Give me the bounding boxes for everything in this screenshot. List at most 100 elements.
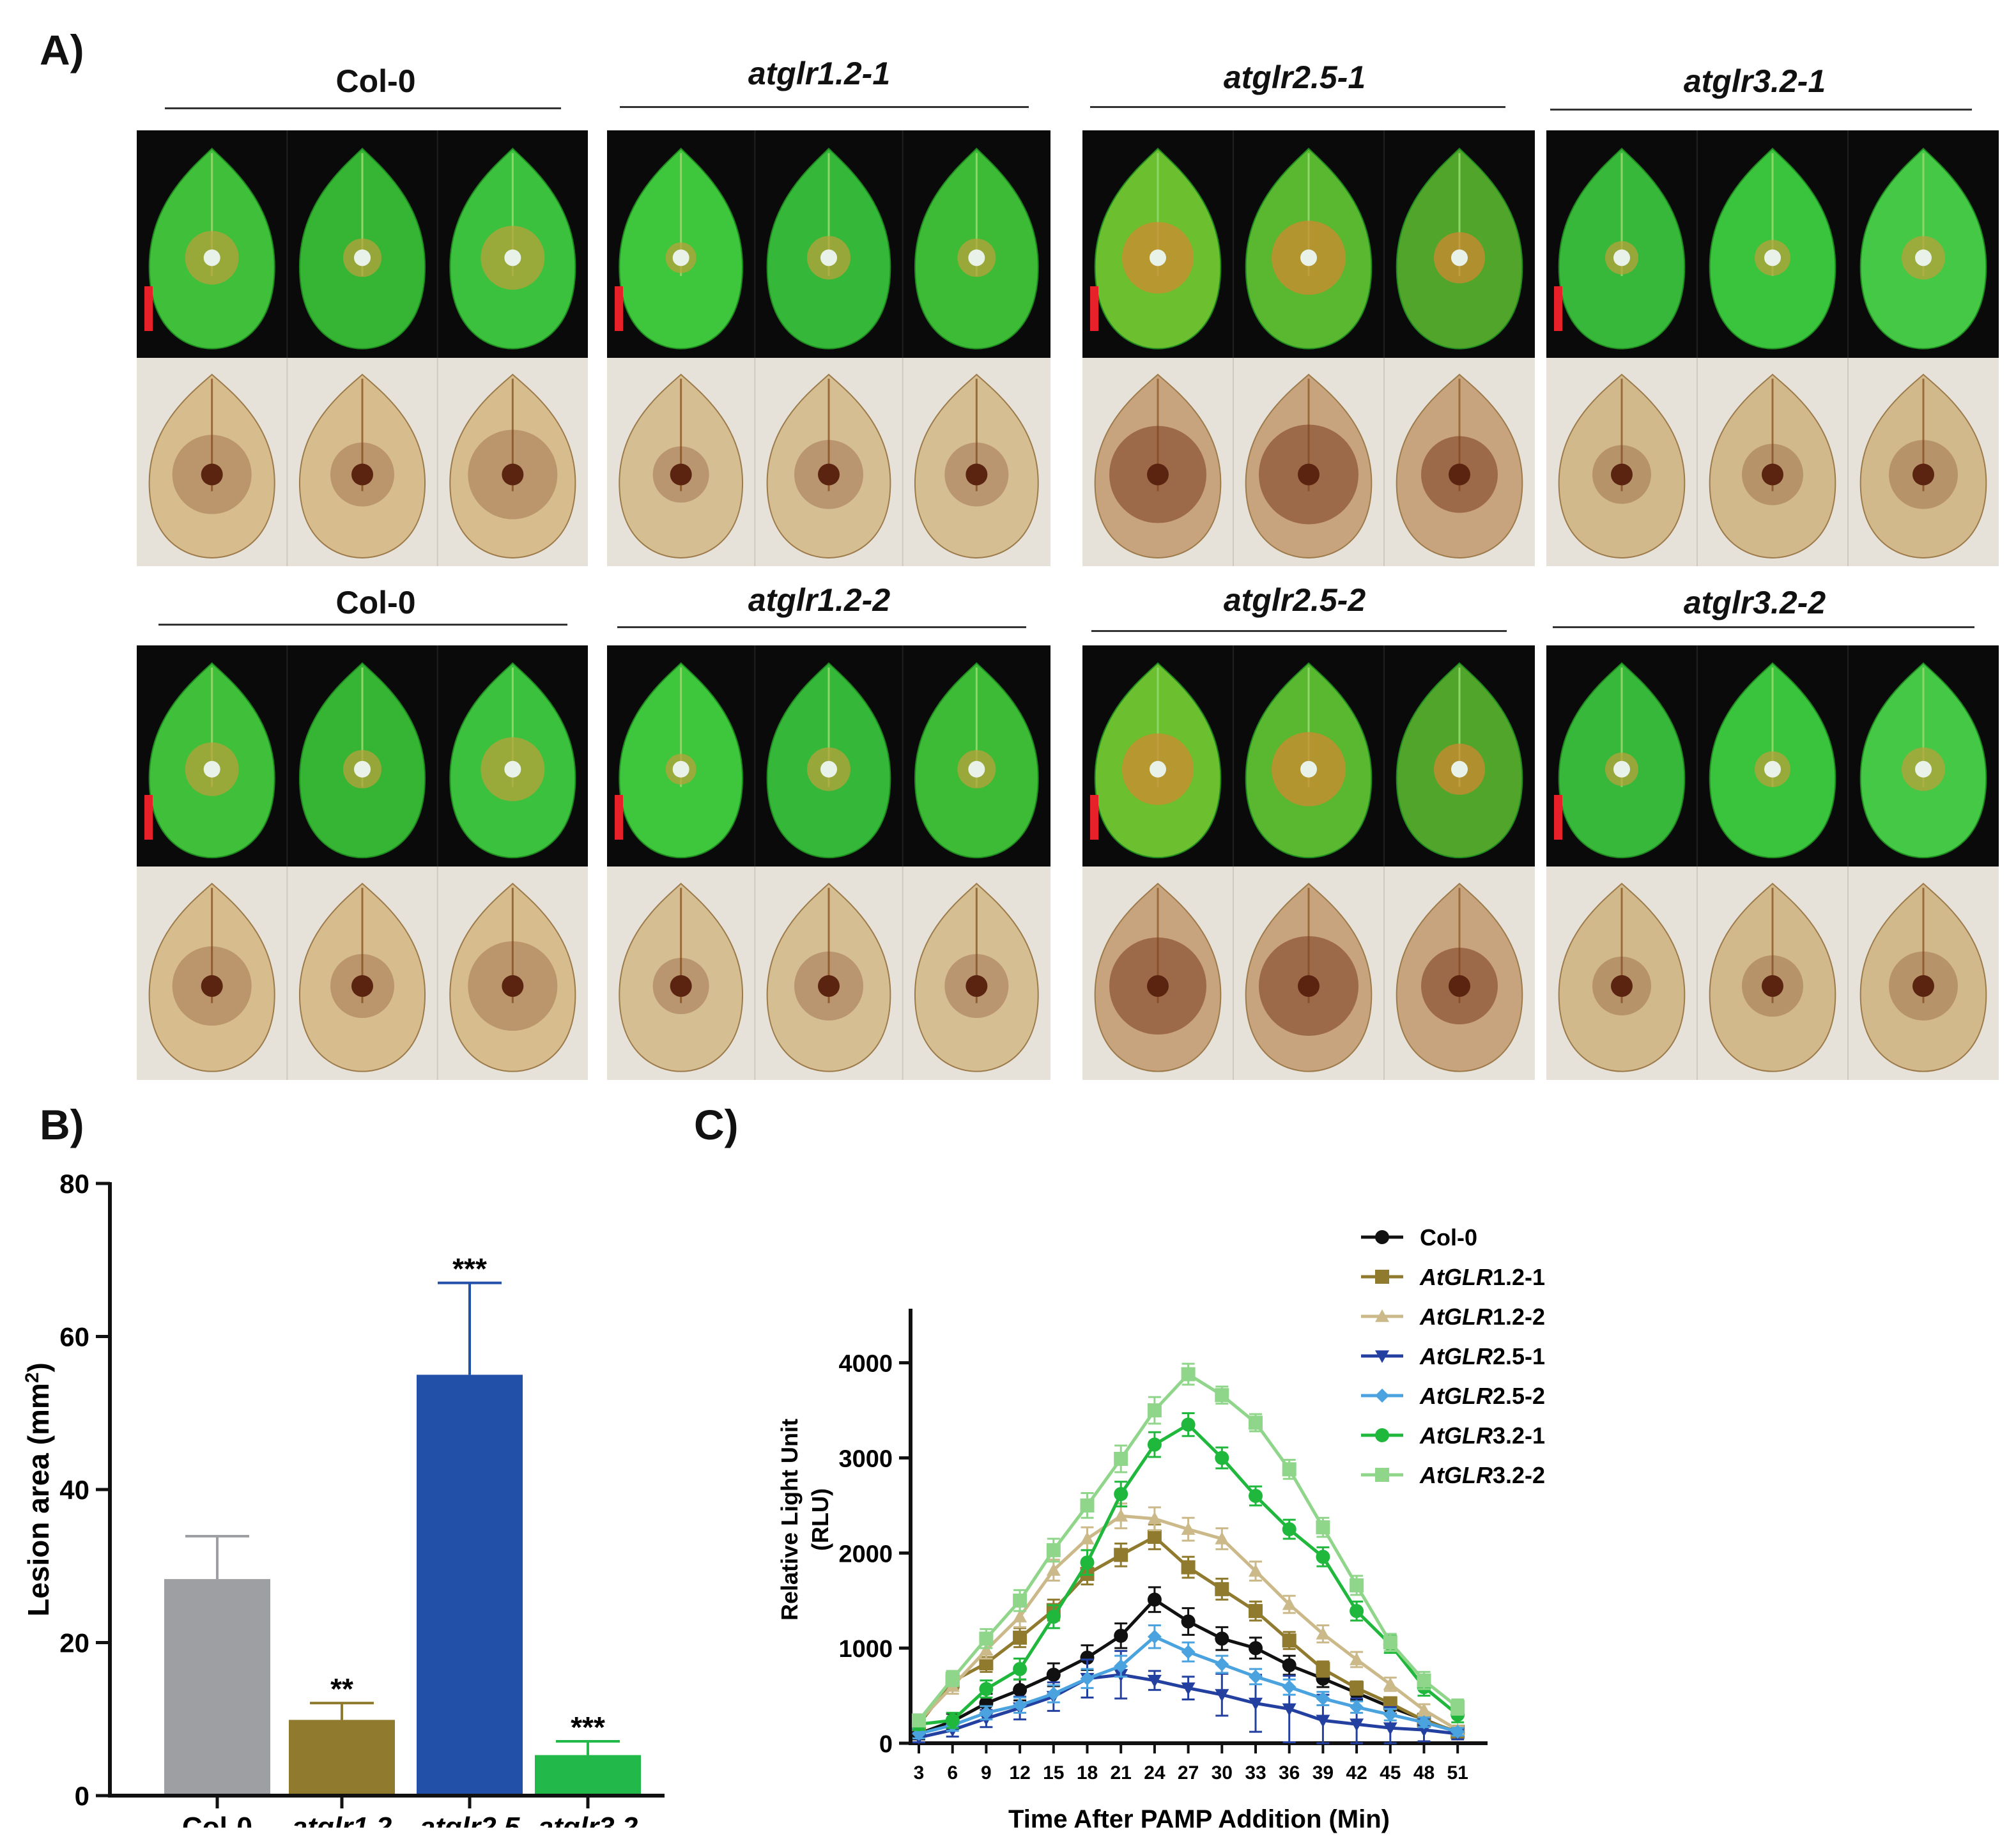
leaf-photo-uv [137,130,588,358]
data-point [1181,1522,1196,1535]
stain-center [670,975,692,998]
data-point [1375,1350,1389,1363]
data-point [1080,1498,1095,1513]
x-tick-label: 18 [1077,1762,1098,1783]
data-point [1350,1604,1364,1619]
x-tick-label: 9 [981,1762,992,1783]
inoculation-disc [1613,249,1630,266]
x-tick-label: 51 [1447,1762,1468,1783]
data-point [979,1643,994,1656]
data-point [1282,1522,1297,1537]
genotype-underline [620,106,1029,108]
stain-center [1912,975,1934,998]
inoculation-disc [1150,249,1166,266]
data-point [945,1713,960,1728]
stain-center [818,463,840,486]
data-point [1215,1689,1229,1702]
data-point [1350,1652,1364,1665]
x-tick-label: 36 [1279,1762,1300,1783]
x-tick-label: 48 [1413,1762,1435,1783]
y-tick-label: 0 [879,1731,893,1758]
data-point [1013,1610,1027,1622]
inoculation-disc [968,760,985,778]
data-point [1450,1700,1465,1714]
series-AtGLR2.5-2 [912,1624,1465,1741]
x-tick-label: 33 [1245,1762,1266,1783]
y-tick-label: 80 [59,1169,89,1199]
data-point [1181,1614,1196,1629]
leaf-photo-stained [1546,867,1999,1080]
data-point [1249,1641,1263,1656]
inoculation-disc [672,249,689,266]
bar [417,1375,523,1794]
inoculation-disc [1613,760,1630,778]
leaf-photo-canvas [1094,867,1523,1080]
data-point [1249,1415,1263,1430]
data-point [1114,1487,1128,1502]
leaf-photo-stained [1082,358,1535,566]
data-point [1147,1629,1162,1644]
data-point [1316,1661,1330,1676]
bar [535,1755,641,1794]
stain-center [1762,463,1783,486]
leaf-photo-uv [1546,645,1999,867]
y-tick-label: 0 [75,1781,89,1811]
legend-item: AtGLR2.5-2 [1361,1383,1545,1409]
legend-label: AtGLR2.5-1 [1419,1343,1545,1369]
x-tick-label: 21 [1111,1762,1132,1783]
data-point [1375,1309,1389,1322]
stain-center [201,463,223,486]
x-tick-label: 30 [1212,1762,1233,1783]
x-tick-label: 42 [1346,1762,1367,1783]
data-point [1114,1509,1128,1522]
data-point [1375,1468,1389,1482]
legend-item: AtGLR1.2-2 [1361,1304,1545,1330]
data-point [1417,1715,1431,1730]
stain-center [1298,463,1320,486]
data-point [1215,1532,1229,1544]
leaf-photo-canvas [1554,130,1987,358]
leaf-photo-uv [607,130,1050,358]
data-point [1181,1367,1196,1382]
data-point [1013,1630,1027,1645]
data-point [1375,1389,1389,1403]
panel-a-label: A) [40,26,84,73]
inoculation-disc [1300,760,1317,778]
significance-label: *** [571,1711,605,1744]
legend-label: AtGLR3.2-2 [1419,1462,1545,1488]
data-point [1350,1681,1364,1695]
data-point [1249,1604,1263,1619]
genotype-title: Col-0 [335,63,416,99]
stain-center [670,463,692,486]
legend-label: AtGLR2.5-2 [1419,1383,1545,1409]
data-point [1080,1671,1095,1686]
data-point [1046,1610,1061,1624]
leaf-photo-canvas [1558,867,1987,1080]
x-axis-title: Time After PAMP Addition (Min) [1008,1805,1390,1833]
inoculation-disc [504,249,521,266]
inoculation-disc [1150,760,1166,778]
inoculation-disc [1915,760,1932,778]
inoculation-disc [672,760,689,778]
genotype-underline [1550,109,1972,111]
data-point [1013,1593,1027,1608]
data-point [1282,1633,1297,1648]
data-point [1249,1669,1263,1684]
data-point [945,1671,960,1686]
stain-center [1298,975,1320,998]
data-point [1350,1718,1364,1732]
scale-bar [1554,795,1562,840]
inoculation-disc [1451,249,1468,266]
x-tick-label: Col-0 [182,1812,252,1828]
data-point [1114,1451,1128,1466]
stain-center [1912,463,1934,486]
genotype-title: atglr3.2-1 [1683,63,1826,99]
inoculation-disc [1764,249,1781,266]
data-point [1013,1661,1027,1676]
data-point [1249,1697,1263,1711]
data-point [1375,1270,1389,1284]
data-point [1215,1657,1229,1672]
leaf-photo-stained [1082,867,1535,1080]
data-point [1114,1628,1128,1643]
series-Col-0 [912,1586,1465,1741]
